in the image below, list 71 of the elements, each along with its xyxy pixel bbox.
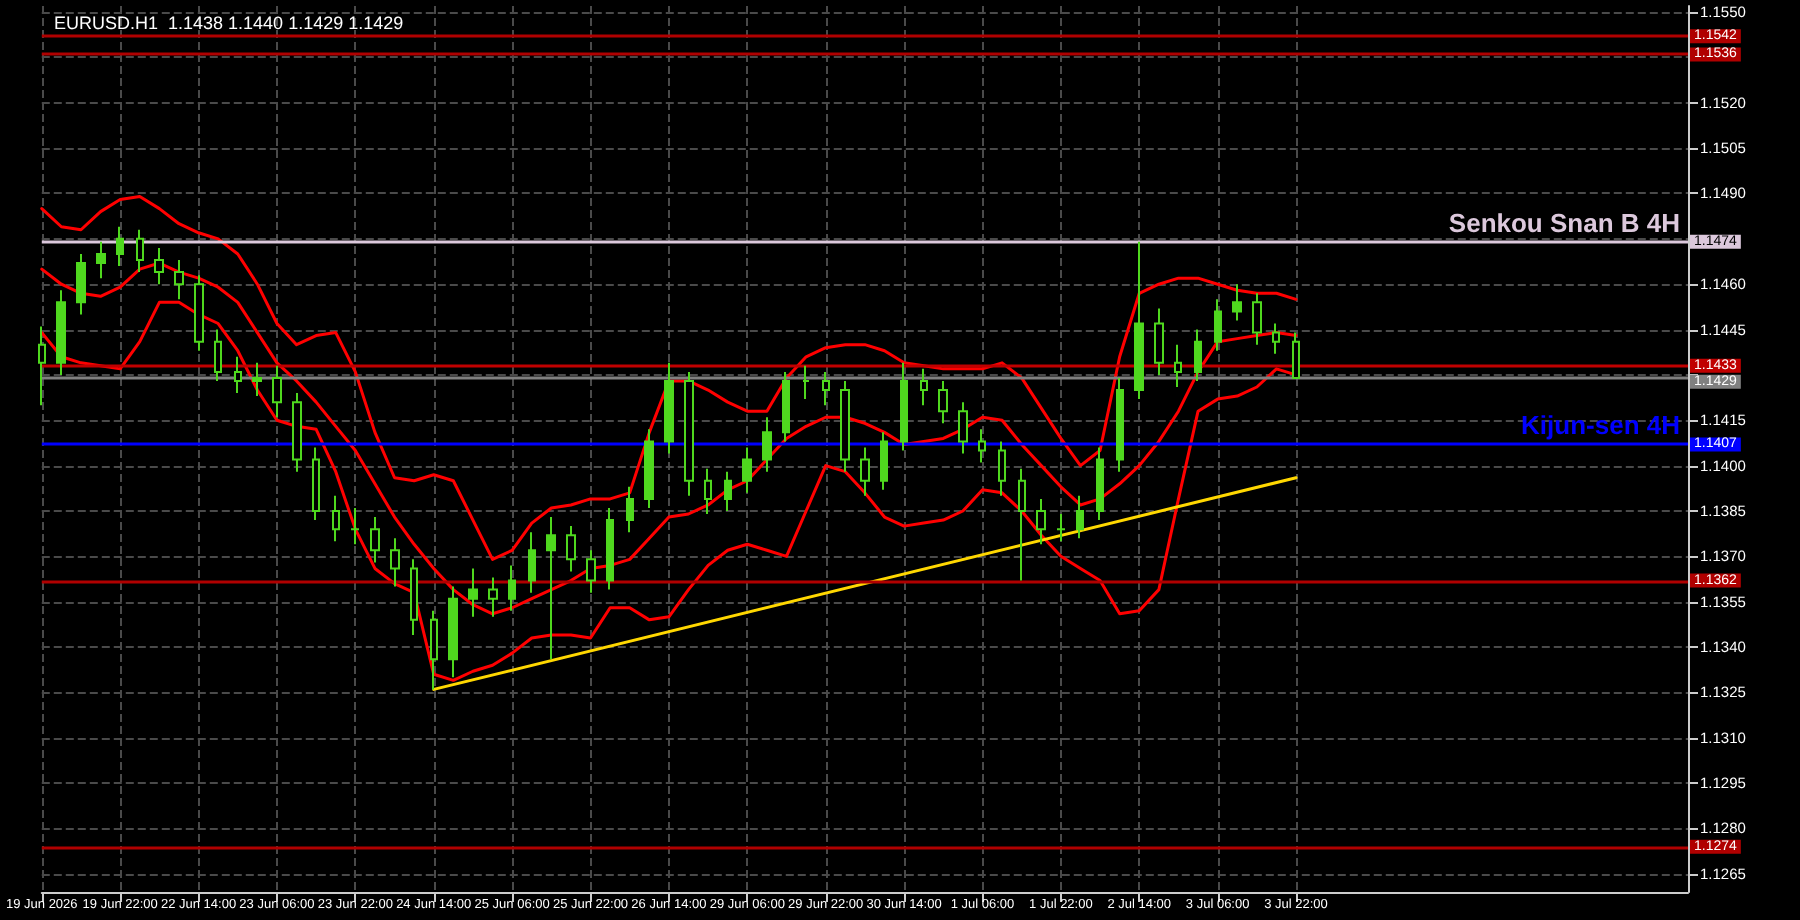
annotation: Senkou Snan B 4H xyxy=(1448,207,1680,238)
candlestick xyxy=(214,328,222,382)
candlestick xyxy=(586,549,596,594)
candlestick xyxy=(684,370,694,497)
candlestick xyxy=(822,370,830,407)
candlestick xyxy=(528,531,536,594)
candlestick xyxy=(1036,497,1046,546)
candlestick xyxy=(234,355,242,395)
candlestick xyxy=(1252,292,1262,346)
candlestick xyxy=(1174,343,1182,389)
candlestick xyxy=(430,609,438,691)
candlestick xyxy=(998,440,1006,497)
line-series xyxy=(40,195,1298,561)
candlestick xyxy=(56,289,66,376)
candlestick xyxy=(724,470,732,512)
candlestick xyxy=(1194,328,1202,382)
annotation: Kijun-sen 4H xyxy=(1521,410,1680,441)
candlestick xyxy=(880,431,888,491)
chart-title: EURUSD.H1 1.1438 1.1440 1.1429 1.1429 xyxy=(54,13,404,33)
candlestick xyxy=(508,564,516,612)
candlestick xyxy=(1076,494,1084,540)
candlestick xyxy=(1154,307,1164,376)
candlestick xyxy=(664,361,674,455)
candlestick xyxy=(332,494,340,543)
candlestick xyxy=(762,416,772,473)
candlestick xyxy=(704,467,712,516)
candlestick xyxy=(370,516,380,564)
candlestick xyxy=(448,585,458,679)
candlestick xyxy=(350,506,360,546)
candlestick xyxy=(1056,513,1066,543)
candlestick xyxy=(1116,376,1124,473)
candlestick xyxy=(1134,240,1144,401)
line-series xyxy=(40,261,1298,616)
candlestick xyxy=(312,446,320,522)
candlestick xyxy=(136,228,144,274)
candlestick xyxy=(468,567,478,618)
candlestick xyxy=(1292,331,1300,379)
candlestick xyxy=(488,576,498,618)
candlestick xyxy=(742,446,752,494)
candlestick xyxy=(566,525,576,573)
candlestick xyxy=(272,364,282,419)
candlestick xyxy=(782,370,790,443)
candlestick xyxy=(938,379,948,425)
candlestick xyxy=(76,252,86,316)
candlestick xyxy=(546,516,556,661)
candlestick xyxy=(390,537,400,588)
candlestick xyxy=(174,259,184,301)
candlestick xyxy=(252,361,262,398)
candlestick xyxy=(1232,283,1242,322)
candlestick xyxy=(644,428,654,509)
candlestick xyxy=(1272,322,1280,355)
candlestick xyxy=(292,392,302,473)
candlestick xyxy=(116,225,124,268)
candlestick xyxy=(802,364,810,401)
candlestick xyxy=(958,401,968,455)
candlestick xyxy=(606,506,614,591)
candlestick xyxy=(38,325,46,407)
candlestick xyxy=(900,361,908,452)
candlestick xyxy=(194,274,204,352)
candlestick xyxy=(920,367,928,407)
candlestick xyxy=(840,379,850,473)
candlestick xyxy=(978,428,986,464)
candlestick xyxy=(410,558,418,636)
candlestick xyxy=(626,485,634,534)
candlestick xyxy=(1096,446,1104,522)
candlestick xyxy=(96,240,106,280)
line-series xyxy=(40,300,1298,682)
candlestick xyxy=(1214,298,1222,352)
candlestick xyxy=(1018,467,1026,582)
candlestick xyxy=(154,246,164,286)
candlestick xyxy=(860,446,870,497)
